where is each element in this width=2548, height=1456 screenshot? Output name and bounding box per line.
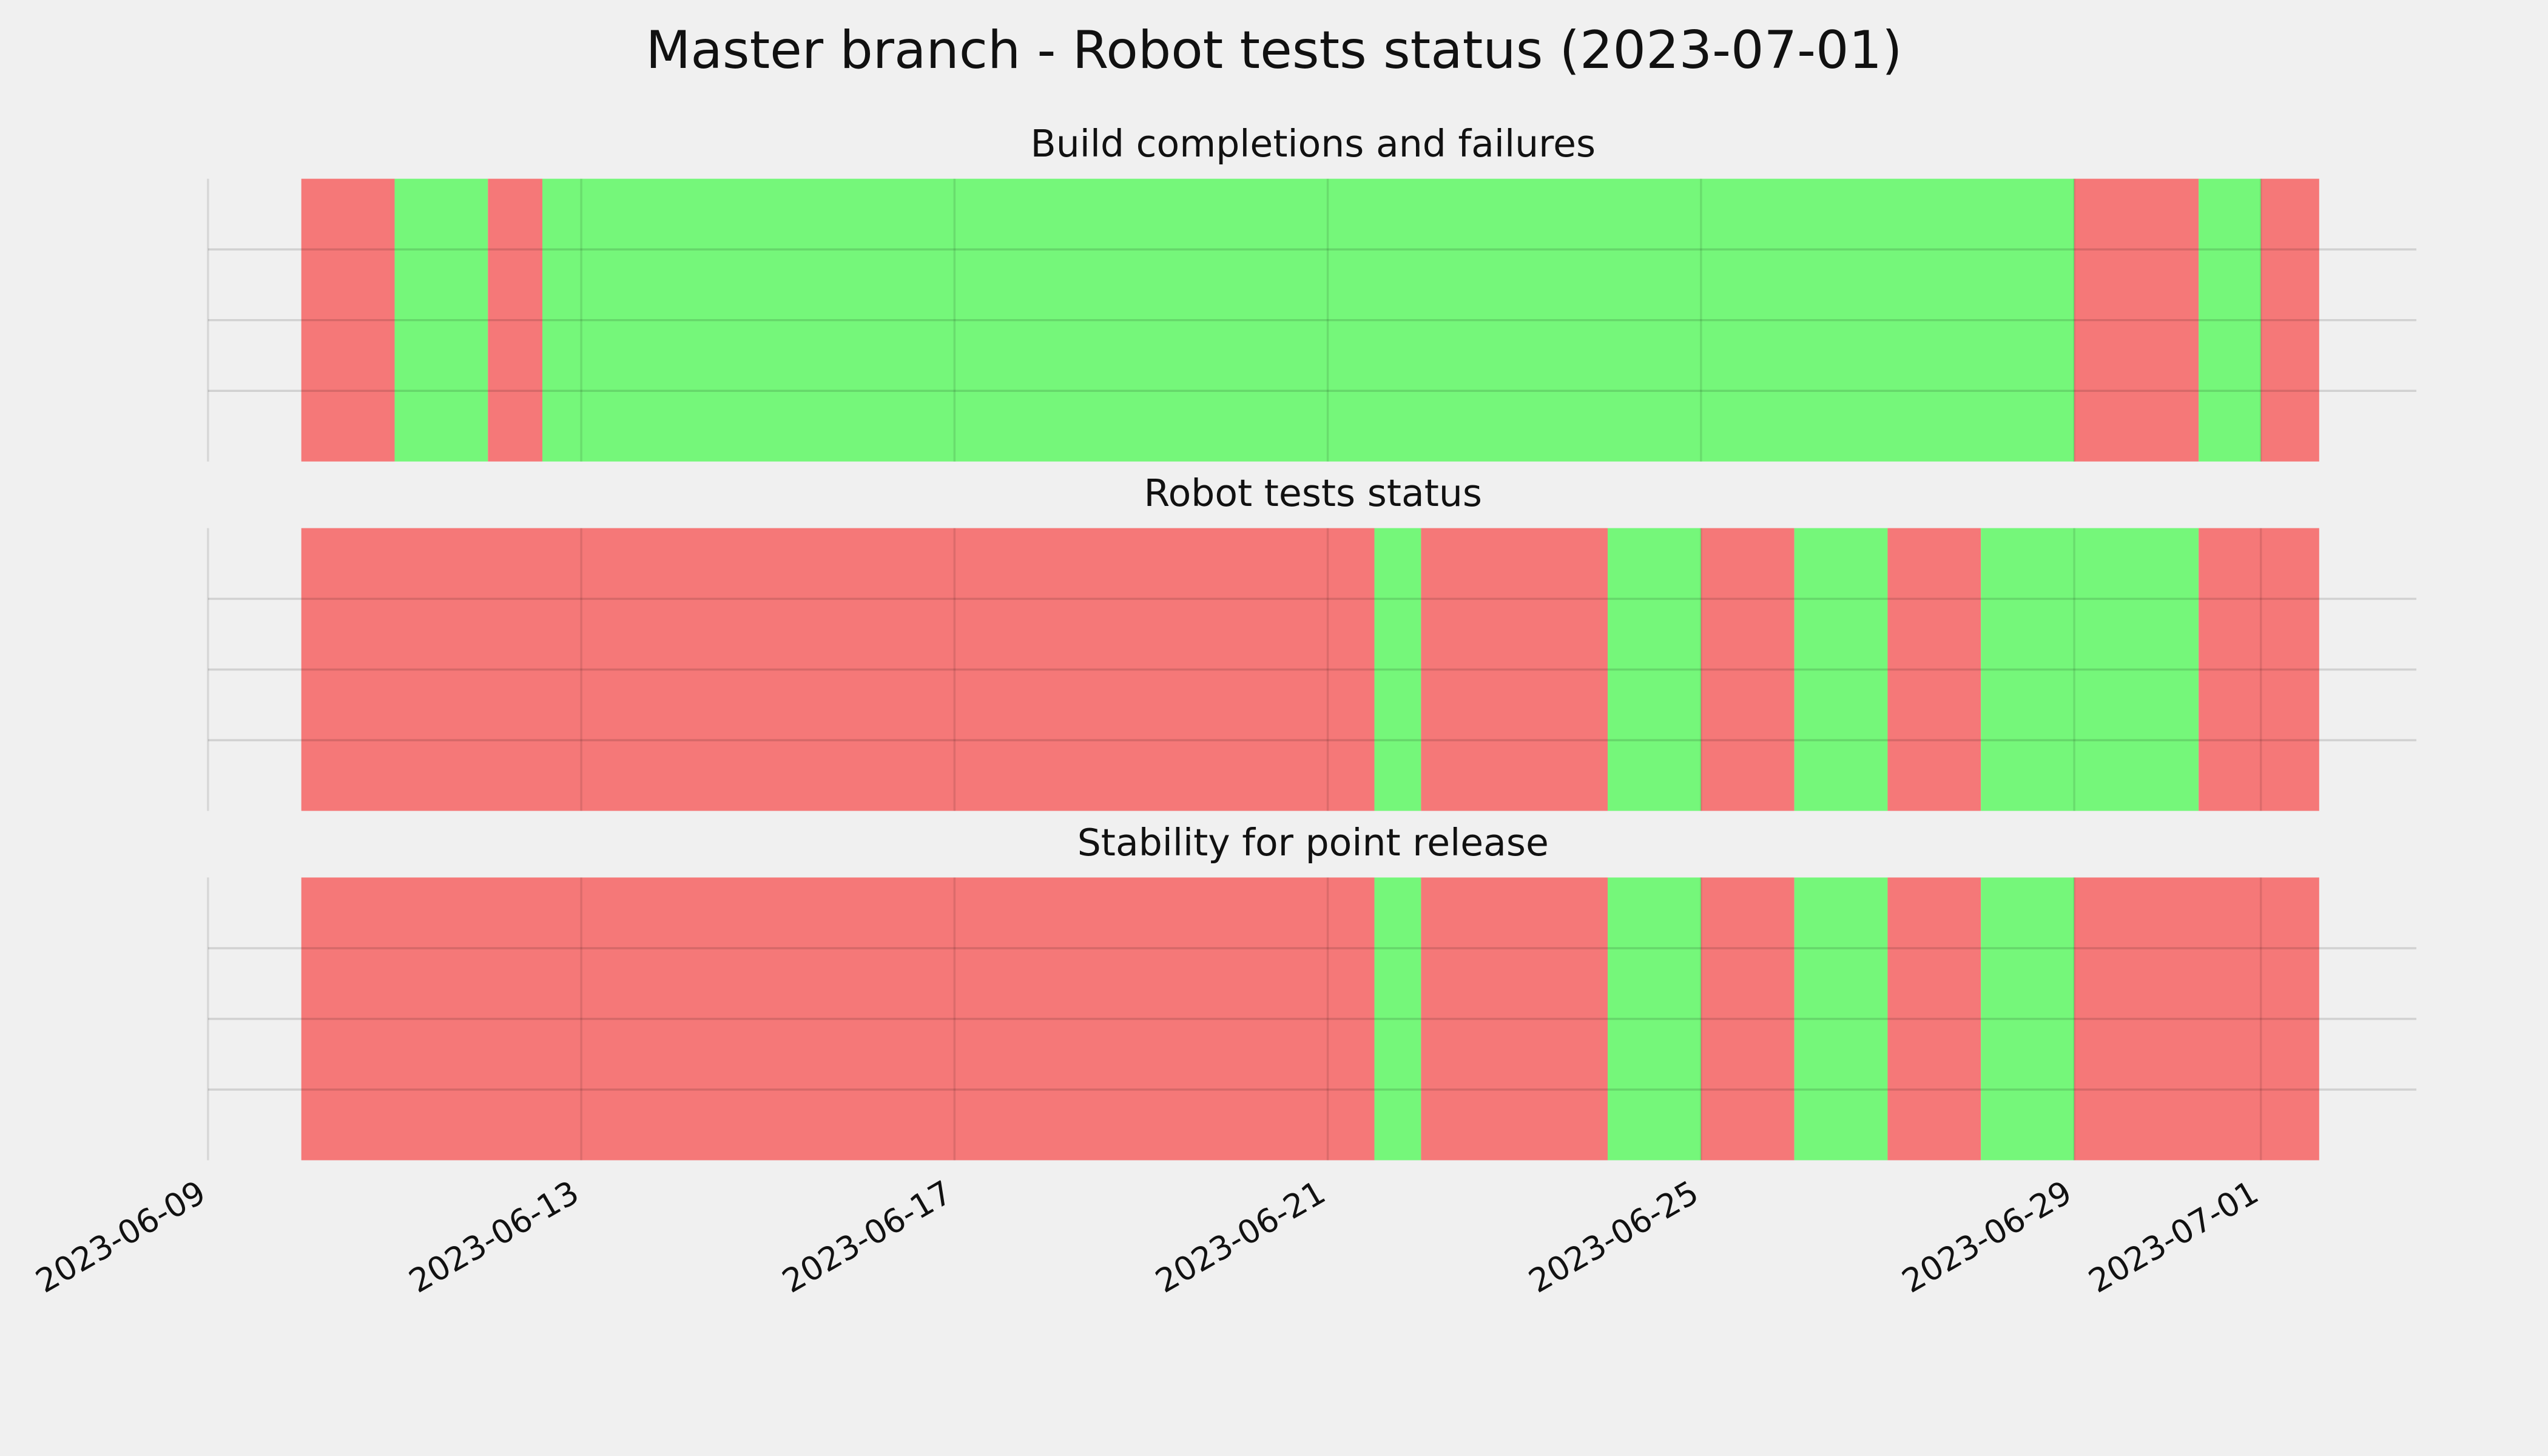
status-segment	[2199, 178, 2261, 462]
status-segment	[488, 178, 543, 462]
panel-title: Stability for point release	[1077, 821, 1549, 864]
status-segment	[301, 877, 1375, 1161]
figure-title: Master branch - Robot tests status (2023…	[645, 20, 1902, 81]
status-segment	[1421, 528, 1608, 811]
status-segment	[1981, 877, 2075, 1161]
status-segment	[2074, 877, 2319, 1161]
status-segment	[1794, 528, 1888, 811]
panel-title: Robot tests status	[1144, 471, 1482, 515]
status-segment	[1608, 528, 1701, 811]
status-segment	[1374, 877, 1421, 1161]
status-segment	[2199, 528, 2319, 811]
status-segment	[1421, 877, 1608, 1161]
status-segment	[301, 178, 395, 462]
status-segment	[1700, 528, 1795, 811]
status-segment	[2074, 178, 2199, 462]
status-segment	[2260, 178, 2319, 462]
panel-title: Build completions and failures	[1030, 122, 1596, 166]
status-segment	[542, 178, 2075, 462]
status-segment	[1794, 877, 1888, 1161]
status-segment	[1608, 877, 1701, 1161]
status-segment	[1700, 877, 1795, 1161]
status-segment	[1981, 528, 2199, 811]
status-segment	[1887, 528, 1981, 811]
status-segment	[394, 178, 488, 462]
status-segment	[301, 528, 1375, 811]
status-segment	[1887, 877, 1981, 1161]
status-segment	[1374, 528, 1421, 811]
